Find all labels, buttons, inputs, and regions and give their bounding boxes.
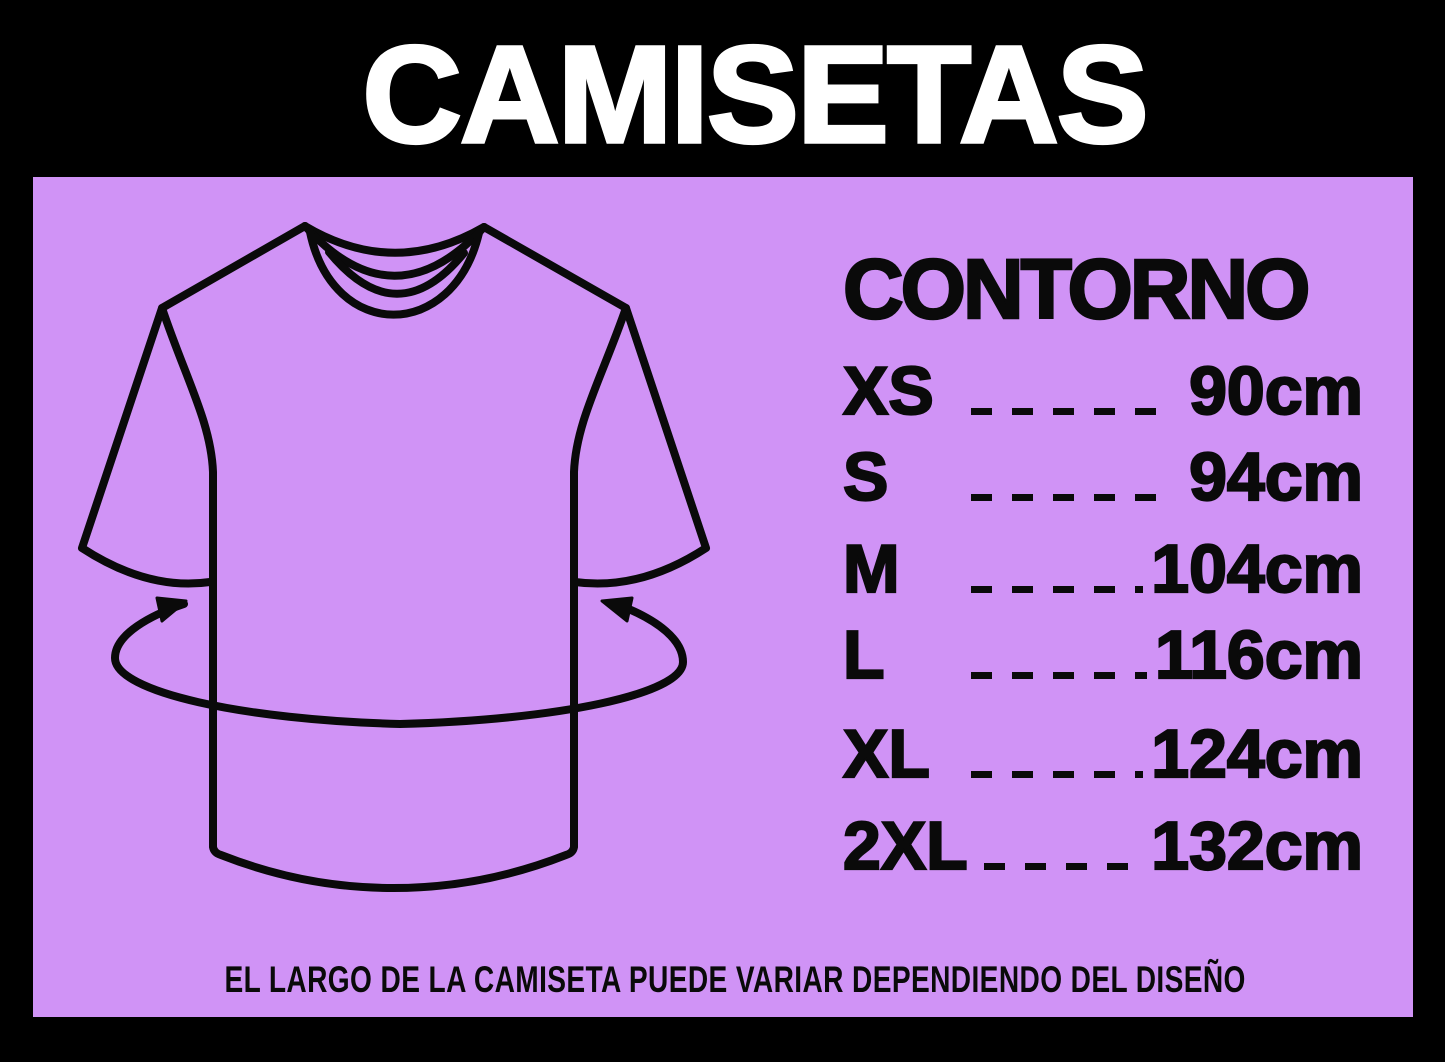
page-title: CAMISETAS [361, 18, 1151, 172]
dash-leader [971, 408, 1163, 415]
size-row-m: M 104cm [842, 534, 1364, 604]
size-value: 104cm [1150, 531, 1364, 607]
size-row-xs: XS 90cm [842, 356, 1364, 426]
collar-back-edge [301, 222, 488, 257]
size-value: 116cm [1154, 617, 1364, 693]
collar-rib-line [325, 248, 468, 298]
collar-band-outer [301, 222, 488, 280]
body-outline [158, 304, 630, 892]
collar-front-neckline [306, 228, 483, 319]
dash-leader [983, 863, 1144, 870]
left-sleeve-outline [78, 222, 309, 588]
size-label: XL [842, 716, 931, 792]
size-table-header: CONTORNO [842, 242, 1312, 336]
right-arrowhead-icon [600, 596, 634, 623]
left-arrowhead-icon [155, 596, 188, 623]
chest-circumference-ellipse [111, 600, 687, 728]
size-value: 124cm [1150, 716, 1364, 792]
size-value: 94cm [1188, 439, 1364, 515]
tshirt-outline-illustration [78, 222, 710, 892]
size-label: M [842, 531, 901, 607]
size-label: 2XL [842, 808, 969, 884]
size-chart-panel: CONTORNO XS 90cm S 94cm M 104cm L 116cm [33, 177, 1413, 1017]
footnote: EL LARGO DE LA CAMISETA PUEDE VARIAR DEP… [224, 959, 1246, 1001]
size-row-s: S 94cm [842, 442, 1364, 512]
dash-leader [971, 771, 1144, 778]
size-label: S [842, 439, 890, 515]
size-row-2xl: 2XL 132cm [842, 811, 1364, 881]
dash-leader [971, 494, 1163, 501]
size-label: XS [842, 353, 935, 429]
dash-leader [971, 672, 1148, 679]
size-value: 90cm [1188, 353, 1364, 429]
size-table: CONTORNO XS 90cm S 94cm M 104cm L 116cm [842, 242, 1364, 881]
right-sleeve-outline [480, 223, 710, 588]
dash-leader [971, 586, 1144, 593]
size-label: L [842, 617, 886, 693]
size-row-xl: XL 124cm [842, 719, 1364, 789]
size-value: 132cm [1150, 808, 1364, 884]
size-row-l: L 116cm [842, 620, 1364, 690]
